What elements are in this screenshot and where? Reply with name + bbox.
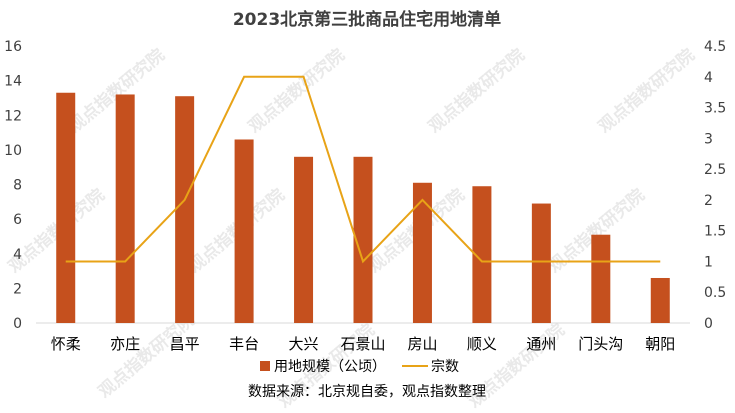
category-label: 石景山: [340, 335, 385, 353]
right-tick-label: 2: [704, 193, 713, 209]
category-label: 门头沟: [578, 335, 623, 353]
left-tick-label: 0: [13, 316, 22, 332]
bar: [591, 234, 611, 323]
bar: [353, 156, 373, 323]
source-note: 数据来源：北京规自委，观点指数整理: [248, 384, 486, 400]
left-tick-label: 10: [4, 143, 22, 159]
right-tick-label: 3: [704, 131, 713, 147]
watermark-layer: 观点指数研究院 观点指数研究院 观点指数研究院 观点指数研究院观点指数研究院观点指数研…: [3, 44, 698, 412]
watermark-text: 观点指数研究院: [243, 44, 348, 137]
bar: [472, 186, 492, 323]
category-label: 昌平: [170, 335, 200, 353]
right-tick-label: 0.5: [704, 285, 726, 301]
bar: [56, 92, 76, 324]
legend-swatch-bars: [260, 361, 270, 371]
legend-label-line: 宗数: [431, 359, 459, 375]
right-axis-ticks: 0 0.5 1 1.5 2 2.5 3 3.5 4 4.5: [704, 39, 726, 332]
left-tick-label: 14: [4, 74, 22, 90]
line-series: [65, 75, 661, 264]
watermark-text: 观点指数研究院: [3, 184, 108, 277]
category-label: 房山: [407, 335, 437, 353]
bar: [294, 156, 314, 323]
bar: [234, 139, 254, 323]
bar: [175, 96, 195, 323]
category-labels: 怀柔 亦庄 昌平 丰台 大兴 石景山 房山 顺义 通州 门头沟 朝阳: [51, 335, 676, 353]
watermark-text: 观点指数研究院: [593, 44, 698, 137]
watermark-text: 观点指数研究院: [423, 44, 528, 137]
category-label: 通州: [526, 335, 556, 353]
right-tick-label: 1: [704, 254, 713, 270]
line-path: [65, 75, 661, 264]
category-label: 大兴: [289, 335, 319, 353]
left-axis-ticks: 0 2 4 6 8 10 12 14 16: [4, 39, 22, 332]
left-tick-label: 8: [13, 178, 22, 194]
chart-title: 2023北京第三批商品住宅用地清单: [233, 9, 501, 30]
category-label: 丰台: [229, 335, 259, 353]
category-label: 怀柔: [51, 335, 81, 353]
right-tick-label: 0: [704, 316, 713, 332]
left-tick-label: 6: [13, 212, 22, 228]
bar: [650, 277, 670, 323]
bar-series: [56, 92, 670, 324]
category-label: 顺义: [467, 335, 497, 353]
bar: [115, 94, 135, 323]
bar: [531, 203, 551, 323]
right-tick-label: 4.5: [704, 39, 726, 55]
right-tick-label: 3.5: [704, 101, 726, 117]
category-label: 朝阳: [645, 335, 675, 353]
right-tick-label: 1.5: [704, 224, 726, 240]
legend: 用地规模（公顷） 宗数: [260, 359, 459, 375]
right-tick-label: 2.5: [704, 162, 726, 178]
left-tick-label: 2: [13, 281, 22, 297]
left-tick-label: 12: [4, 108, 22, 124]
legend-label-bars: 用地规模（公顷）: [274, 359, 386, 375]
bar: [412, 182, 432, 323]
left-tick-label: 16: [4, 39, 22, 55]
left-tick-label: 4: [13, 247, 22, 263]
category-label: 亦庄: [110, 335, 140, 353]
right-tick-label: 4: [704, 70, 713, 86]
